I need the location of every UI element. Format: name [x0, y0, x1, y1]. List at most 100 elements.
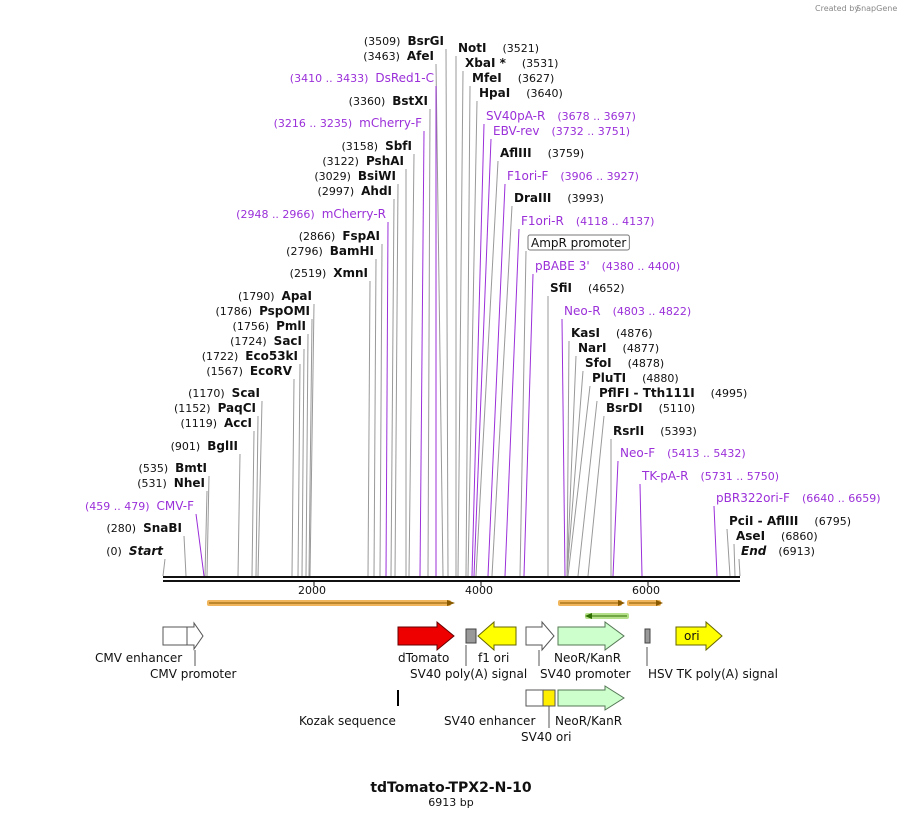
site-line-kasi — [566, 340, 570, 577]
site-pos-pbabe-3: (4380 .. 4400) — [602, 260, 681, 273]
credit-text: Created by — [815, 4, 859, 13]
site-line-ampr-promoter — [519, 250, 527, 577]
site-pos-pbr322ori-f: (6640 .. 6659) — [802, 492, 881, 505]
feature-sv40-enhancer — [525, 689, 544, 707]
site-label-bglii: BglII — [207, 439, 238, 453]
site-pos-tk-pa-r: (5731 .. 5750) — [701, 470, 780, 483]
site-label-fspai: FspAI — [342, 229, 380, 243]
site-pos-saci: (1724) — [230, 335, 267, 348]
site-pos-acci: (1119) — [180, 417, 217, 430]
site-label-ecorv: EcoRV — [250, 364, 293, 378]
site-pos-pluti: (4880) — [642, 372, 679, 385]
site-pos-mcherry-f: (3216 .. 3235) — [274, 117, 353, 130]
feature-cmv-promoter — [186, 621, 204, 651]
site-line-pcii-afliii — [726, 528, 731, 577]
site-line-mfei — [465, 85, 471, 577]
site-pos-bsrgi: (3509) — [364, 35, 401, 48]
site-label-bamhi: BamHI — [330, 244, 374, 258]
feature-sv40-promoter-1 — [525, 620, 555, 652]
site-label-draiii: DraIII — [514, 191, 551, 205]
right-site-labels: NotI (3521)XbaI * (3531) MfeI (3627) HpaI (364… — [458, 41, 881, 558]
site-line-saci — [301, 348, 305, 577]
site-label-start: Start — [129, 544, 164, 558]
feature-label-hsv-tk-polya: HSV TK poly(A) signal — [648, 667, 778, 681]
feature-neor-kanr-1 — [557, 621, 625, 651]
site-line-mcherry-f — [419, 130, 425, 577]
site-label-dsred1-c: DsRed1-C — [375, 71, 434, 85]
site-label-xmni: XmnI — [333, 266, 368, 280]
orf-arrow-3 — [627, 600, 663, 606]
site-line-acci — [251, 430, 255, 577]
site-line-bglii — [237, 453, 241, 577]
site-label-kasi: KasI — [571, 326, 600, 340]
site-pos-start: (0) — [106, 545, 122, 558]
scale-label-6000: 6000 — [632, 584, 660, 597]
site-line-hpai — [467, 100, 478, 577]
site-pos-bmti: (535) — [139, 462, 169, 475]
site-line-pluti — [567, 385, 591, 577]
site-label-pflfi-tth111i: PflFI - Tth111I — [599, 386, 695, 400]
site-label-f1ori-f: F1ori-F — [507, 169, 548, 183]
site-line-afliii — [475, 160, 499, 577]
site-line-end — [738, 558, 741, 577]
feature-label-cmv-enhancer: CMV enhancer — [95, 651, 182, 665]
site-label-pshai: PshAI — [366, 154, 404, 168]
site-line-f1ori-f — [487, 183, 506, 577]
site-line-pmli — [305, 333, 309, 577]
site-pos-neo-r: (4803 .. 4822) — [613, 305, 692, 318]
site-line-pbr322ori-f — [713, 505, 718, 577]
site-label-nhei: NheI — [174, 476, 205, 490]
site-pos-pspomi: (1786) — [215, 305, 252, 318]
site-line-bsrdi — [587, 415, 605, 577]
site-pos-bsiwi: (3029) — [314, 170, 351, 183]
site-connector-lines — [162, 48, 741, 577]
site-line-scai — [257, 400, 263, 577]
orf-arrow-2 — [558, 600, 625, 606]
site-line-pbabe-3 — [523, 273, 534, 577]
feature-kozak — [397, 690, 399, 706]
site-pos-mcherry-r: (2948 .. 2966) — [236, 208, 315, 221]
site-line-asei — [733, 543, 736, 577]
site-line-nhei — [204, 490, 208, 577]
site-pos-scai: (1170) — [188, 387, 225, 400]
site-pos-kasi: (4876) — [616, 327, 653, 340]
site-pos-xbai: (3531) — [522, 57, 559, 70]
site-pos-paqci: (1152) — [174, 402, 211, 415]
orf-arrow-1 — [207, 600, 455, 606]
site-pos-cmv-f: (459 .. 479) — [85, 500, 150, 513]
site-pos-sfoi: (4878) — [628, 357, 665, 370]
site-line-sbfi — [408, 153, 415, 577]
site-pos-sfii: (4652) — [588, 282, 625, 295]
site-label-bsrdi: BsrDI — [606, 401, 643, 415]
site-label-sfoi: SfoI — [585, 356, 612, 370]
site-pos-afliii: (3759) — [548, 147, 585, 160]
site-line-snabi — [183, 535, 187, 577]
site-label-ampr-promoter: AmpR promoter — [531, 236, 626, 250]
site-pos-afei: (3463) — [363, 50, 400, 63]
site-line-sfoi — [566, 370, 584, 577]
site-line-pflfi-tth111i — [577, 400, 598, 577]
site-label-mcherry-r: mCherry-R — [322, 207, 386, 221]
site-line-ahdi — [390, 198, 395, 577]
site-label-sv40pa-r: SV40pA-R — [486, 109, 545, 123]
site-line-neo-f — [612, 460, 619, 577]
site-label-bmti: BmtI — [175, 461, 207, 475]
site-pos-dsred1-c: (3410 .. 3433) — [290, 72, 369, 85]
site-line-neo-r — [561, 318, 566, 577]
site-line-sv40pa-r — [471, 123, 485, 577]
site-label-pbabe-3: pBABE 3' — [535, 259, 590, 273]
site-pos-nari: (4877) — [623, 342, 660, 355]
site-label-mfei: MfeI — [472, 71, 502, 85]
site-pos-pflfi-tth111i: (4995) — [711, 387, 748, 400]
site-pos-noti: (3521) — [503, 42, 540, 55]
site-line-start — [162, 558, 166, 577]
feature-label-sv40-polya: SV40 poly(A) signal — [410, 667, 527, 681]
site-label-nari: NarI — [578, 341, 607, 355]
site-line-paqci — [255, 415, 259, 577]
site-label-snabi: SnaBI — [143, 521, 182, 535]
site-label-pluti: PluTI — [592, 371, 626, 385]
site-pos-f1ori-r: (4118 .. 4137) — [576, 215, 655, 228]
site-label-bstxi: BstXI — [392, 94, 428, 108]
feature-label-sv40-ori: SV40 ori — [521, 730, 572, 744]
